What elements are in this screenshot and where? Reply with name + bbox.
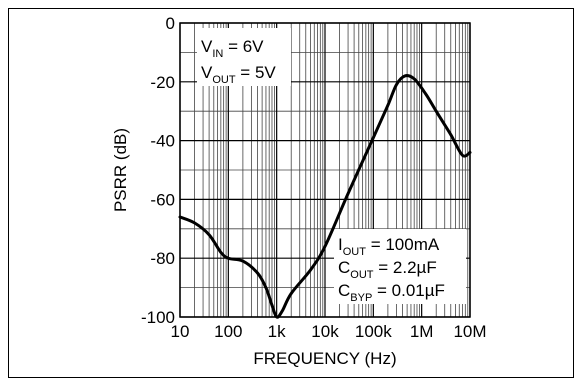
annotation-background bbox=[334, 229, 466, 304]
figure-frame bbox=[8, 8, 574, 378]
annotation-top-box bbox=[197, 28, 291, 86]
annotation-bottom-box bbox=[334, 229, 466, 304]
conditions-top: VIN = 6V VOUT = 5V bbox=[201, 37, 276, 86]
y-tick-label: -80 bbox=[150, 249, 175, 268]
x-tick-label: 1M bbox=[410, 322, 434, 341]
condition-line: COUT = 2.2µF bbox=[338, 258, 437, 281]
x-tick-label: 10M bbox=[453, 322, 486, 341]
condition-line: VOUT = 5V bbox=[201, 63, 276, 86]
y-axis-label: PSRR (dB) bbox=[111, 128, 130, 212]
condition-line: IOUT = 100mA bbox=[338, 235, 440, 258]
x-tick-label: 100 bbox=[214, 322, 242, 341]
x-tick-labels: 10 100 1k 10k 100k 1M 10M bbox=[171, 322, 487, 341]
y-tick-label: -40 bbox=[150, 132, 175, 151]
y-tick-labels: 0 -20 -40 -60 -80 -100 bbox=[141, 14, 175, 327]
condition-line: VIN = 6V bbox=[201, 37, 264, 60]
x-tick-label: 100k bbox=[355, 322, 392, 341]
x-tick-label: 10k bbox=[311, 322, 339, 341]
x-tick-label: 10 bbox=[171, 322, 190, 341]
psrr-curve bbox=[178, 74, 472, 319]
y-tick-label: -60 bbox=[150, 190, 175, 209]
y-tick-label: -20 bbox=[150, 73, 175, 92]
annotation-background bbox=[197, 28, 291, 86]
x-axis-label: FREQUENCY (Hz) bbox=[253, 349, 396, 368]
y-tick-label: 0 bbox=[166, 14, 175, 33]
plot-border bbox=[179, 22, 471, 318]
y-tick-label: -100 bbox=[141, 308, 175, 327]
condition-line: CBYP = 0.01µF bbox=[338, 281, 445, 304]
x-tick-label: 1k bbox=[268, 322, 286, 341]
